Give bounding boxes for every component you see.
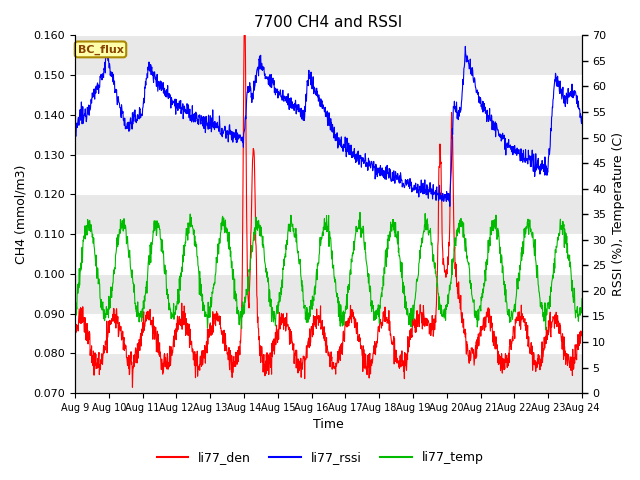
Title: 7700 CH4 and RSSI: 7700 CH4 and RSSI [254,15,403,30]
Bar [75,194,582,234]
Text: BC_flux: BC_flux [77,44,124,55]
Bar [75,353,582,393]
Bar [75,36,582,75]
Bar [75,115,582,155]
X-axis label: Time: Time [313,419,344,432]
Legend: li77_den, li77_rssi, li77_temp: li77_den, li77_rssi, li77_temp [152,446,488,469]
Y-axis label: CH4 (mmol/m3): CH4 (mmol/m3) [15,165,28,264]
Bar [75,274,582,313]
Y-axis label: RSSI (%), Temperature (C): RSSI (%), Temperature (C) [612,132,625,296]
